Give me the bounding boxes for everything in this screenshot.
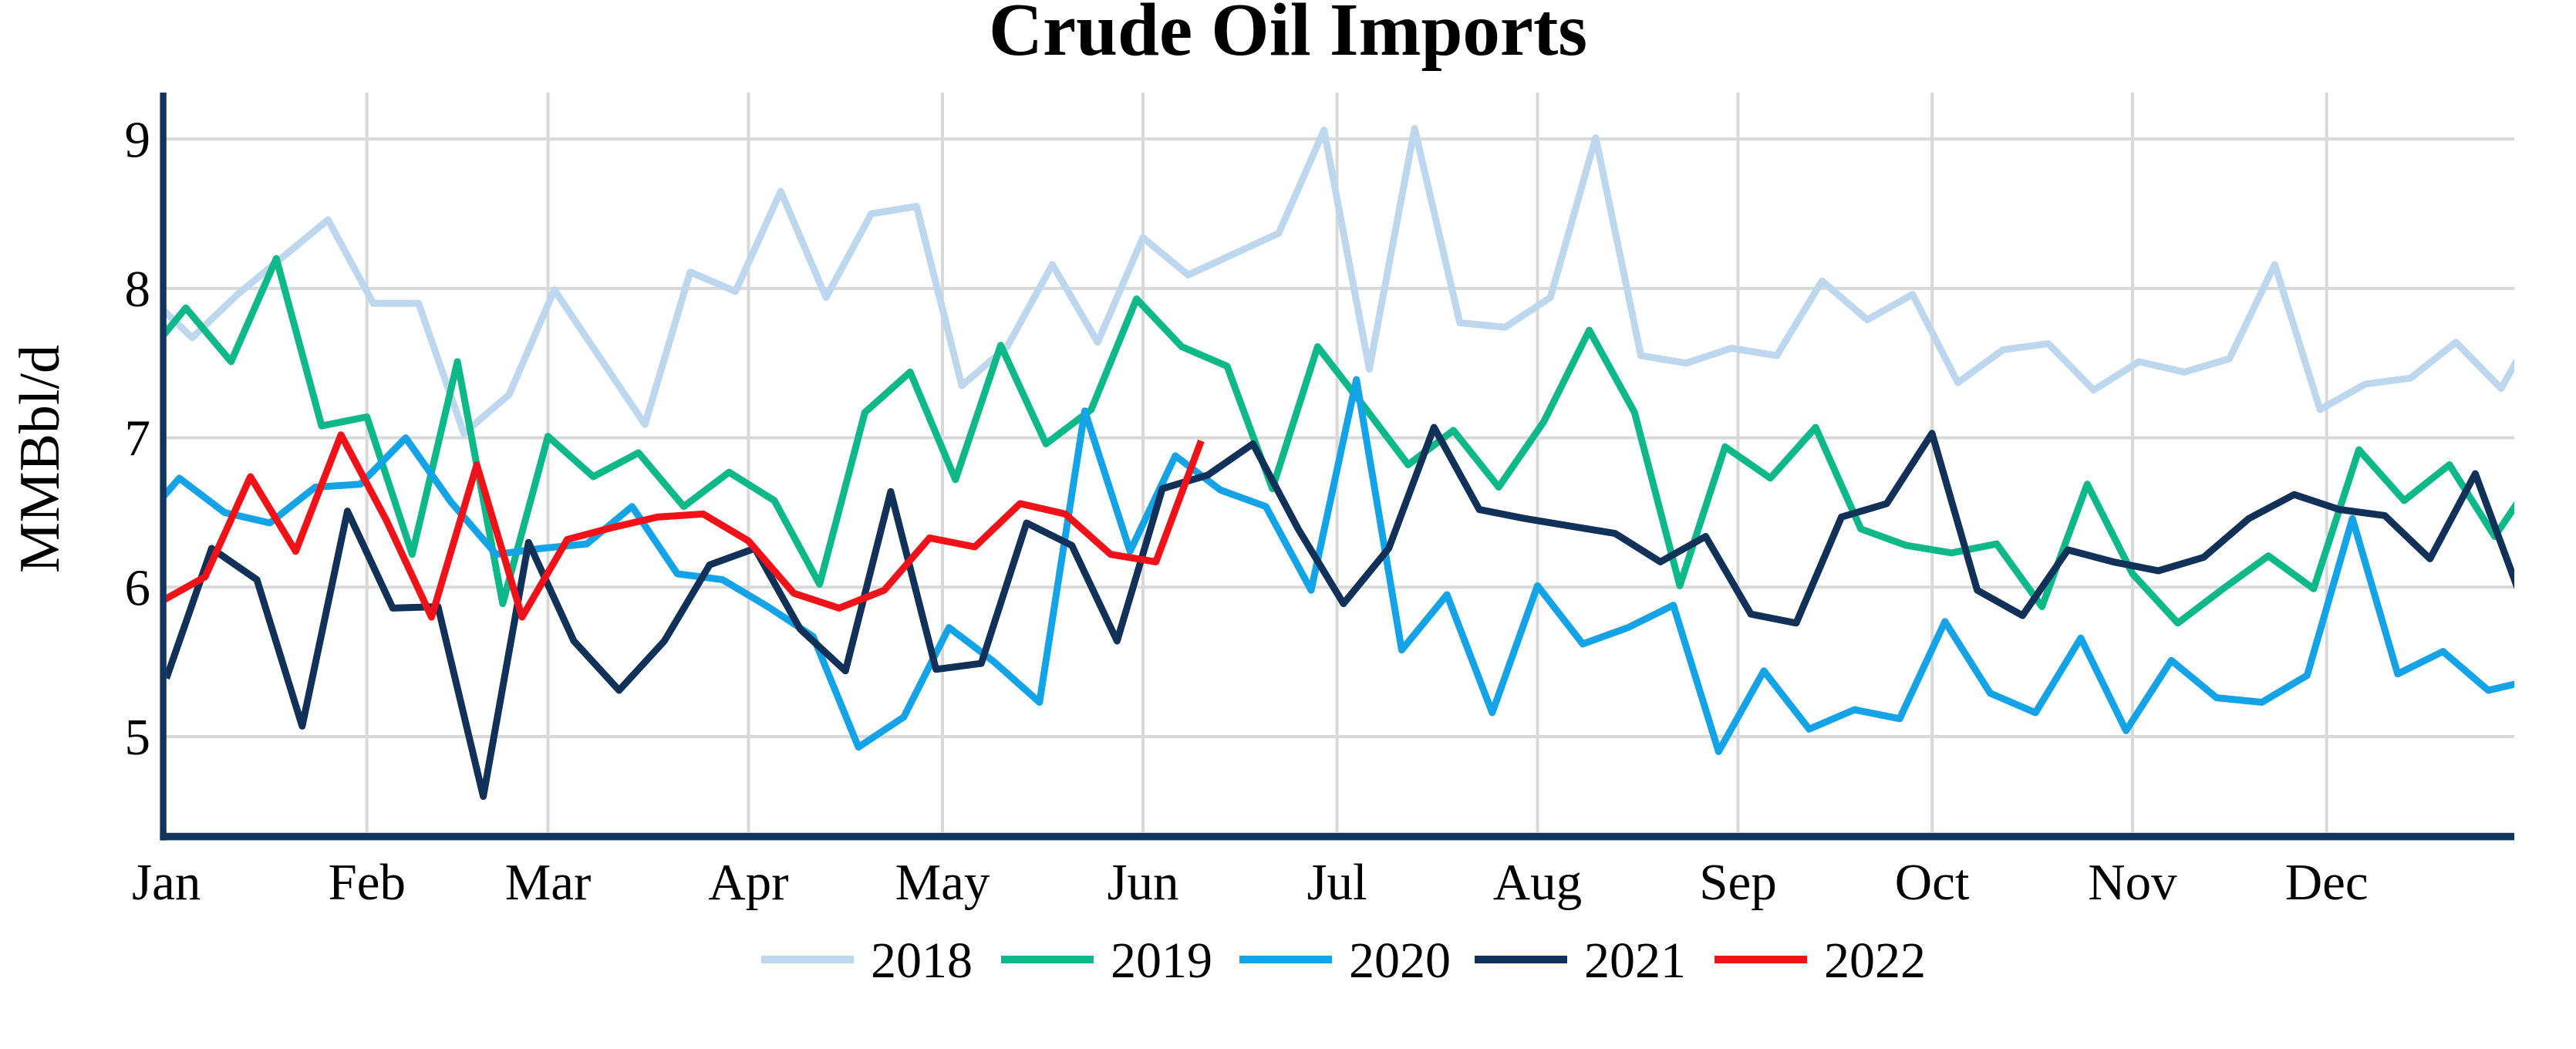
svg-text:Nov: Nov xyxy=(2088,854,2177,911)
svg-text:Dec: Dec xyxy=(2285,854,2369,911)
svg-text:Crude Oil Imports: Crude Oil Imports xyxy=(989,0,1587,71)
svg-text:7: 7 xyxy=(125,410,151,467)
svg-text:Jul: Jul xyxy=(1307,854,1367,911)
svg-text:May: May xyxy=(895,854,990,911)
svg-text:Aug: Aug xyxy=(1493,854,1582,911)
svg-text:Sep: Sep xyxy=(1699,854,1777,911)
svg-text:6: 6 xyxy=(125,559,151,616)
svg-text:MMBbl/d: MMBbl/d xyxy=(8,345,72,573)
svg-text:2019: 2019 xyxy=(1111,933,1212,989)
svg-text:Oct: Oct xyxy=(1895,854,1970,911)
svg-text:2018: 2018 xyxy=(871,933,973,989)
svg-text:2022: 2022 xyxy=(1824,933,1926,989)
svg-text:Jan: Jan xyxy=(132,854,201,911)
svg-text:Apr: Apr xyxy=(708,854,788,911)
svg-text:2020: 2020 xyxy=(1349,933,1451,989)
svg-text:Mar: Mar xyxy=(505,854,592,911)
svg-text:5: 5 xyxy=(125,709,151,766)
svg-text:Feb: Feb xyxy=(328,854,406,911)
svg-text:2021: 2021 xyxy=(1584,933,1686,989)
svg-text:Jun: Jun xyxy=(1107,854,1178,911)
svg-text:8: 8 xyxy=(125,261,151,318)
svg-text:9: 9 xyxy=(125,111,151,168)
